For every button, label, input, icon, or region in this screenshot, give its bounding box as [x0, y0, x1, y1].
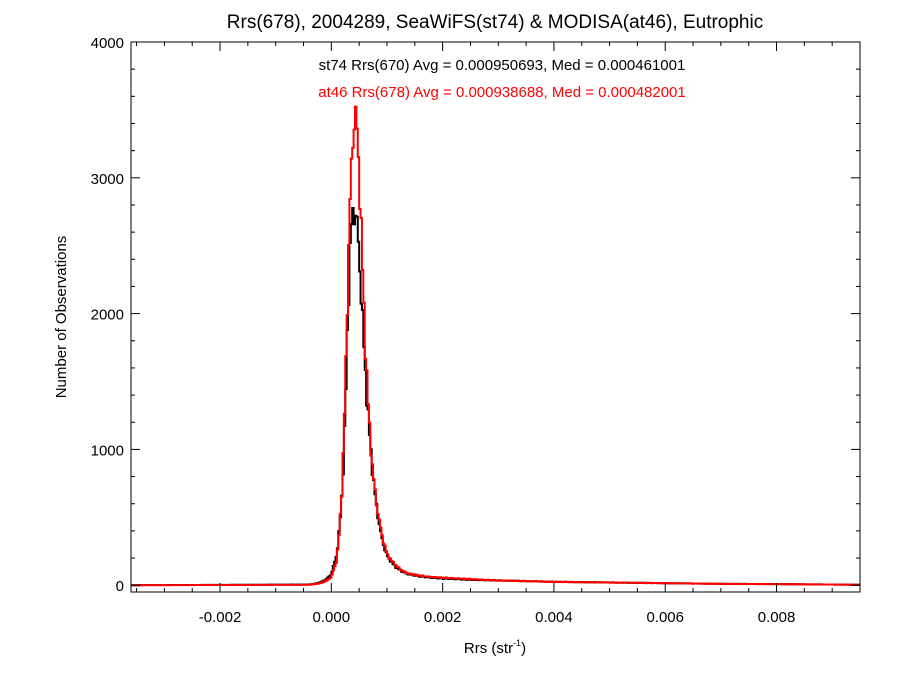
x-axis-label-main: Rrs (str — [464, 640, 513, 657]
y-axis-label: Number of Observations — [53, 236, 70, 399]
y-tick-label: 0 — [116, 578, 124, 595]
x-axis-label-sup: -1 — [513, 638, 521, 648]
y-tick-label: 1000 — [91, 442, 124, 459]
y-tick-label: 2000 — [91, 307, 124, 324]
series-layer — [131, 105, 860, 587]
series-line-at46 — [131, 105, 860, 587]
series-stats-at46: at46 Rrs(678) Avg = 0.000938688, Med = 0… — [318, 84, 686, 101]
y-tick-label: 3000 — [91, 171, 124, 188]
chart-title: Rrs(678), 2004289, SeaWiFS(st74) & MODIS… — [227, 12, 763, 33]
x-axis-label: Rrs (str-1) — [464, 638, 526, 657]
x-tick-label: 0.000 — [313, 609, 351, 626]
x-tick-label: 0.006 — [646, 609, 684, 626]
x-tick-label: 0.008 — [758, 609, 796, 626]
plot-frame — [130, 41, 861, 593]
y-tick-label: 4000 — [91, 35, 124, 52]
ticks-layer: -0.002 0.000 0.002 0.004 0.006 0.008 0 1000 2000… — [91, 35, 860, 626]
x-tick-label: -0.002 — [199, 609, 242, 626]
x-tick-label: 0.004 — [535, 609, 573, 626]
x-tick-label: 0.002 — [424, 609, 462, 626]
series-stats-st74: st74 Rrs(670) Avg = 0.000950693, Med = 0… — [319, 57, 686, 74]
x-axis-label-tail: ) — [521, 640, 526, 657]
